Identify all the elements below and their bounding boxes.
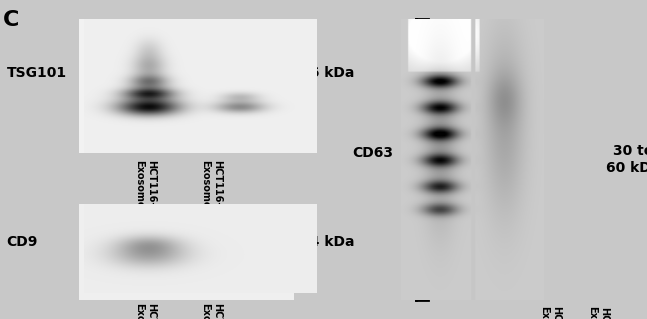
Text: 46 kDa: 46 kDa: [300, 66, 355, 80]
Text: TSG101: TSG101: [6, 66, 67, 80]
Bar: [79, 204, 294, 300]
Text: HCT116-R
Exosomes: HCT116-R Exosomes: [135, 303, 156, 319]
Text: 24 kDa: 24 kDa: [300, 235, 355, 249]
Text: HCT116-C
Exosomes: HCT116-C Exosomes: [201, 160, 222, 214]
Text: CD63: CD63: [352, 146, 393, 160]
Text: HCT116-R
Exosomes: HCT116-R Exosomes: [540, 306, 561, 319]
Text: HCT116-C
Exosomes: HCT116-C Exosomes: [587, 306, 609, 319]
Text: 30 to
60 kDa: 30 to 60 kDa: [606, 145, 647, 174]
Text: C: C: [3, 10, 19, 30]
Text: CD9: CD9: [6, 235, 38, 249]
Text: HCT116-R
Exosomes: HCT116-R Exosomes: [135, 160, 156, 214]
Bar: [79, 19, 294, 153]
Text: HCT116-C
Exosomes: HCT116-C Exosomes: [201, 303, 222, 319]
